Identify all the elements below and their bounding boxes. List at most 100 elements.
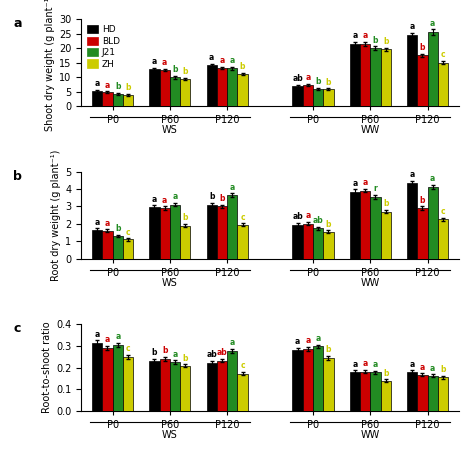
Text: b: b bbox=[152, 348, 157, 357]
Bar bbox=[102, 348, 113, 411]
Bar bbox=[113, 345, 123, 411]
Bar bbox=[438, 219, 448, 259]
Text: b: b bbox=[209, 192, 214, 201]
Text: a: a bbox=[410, 170, 415, 179]
Y-axis label: Shoot dry weight (g plant⁻¹): Shoot dry weight (g plant⁻¹) bbox=[45, 0, 55, 131]
Bar bbox=[370, 48, 381, 106]
Bar bbox=[350, 191, 360, 259]
Bar bbox=[370, 197, 381, 259]
Bar bbox=[102, 92, 113, 106]
Text: ab: ab bbox=[313, 216, 324, 225]
Text: r: r bbox=[374, 184, 377, 193]
Text: b: b bbox=[162, 346, 167, 356]
Bar bbox=[237, 225, 248, 259]
Text: b: b bbox=[383, 199, 389, 208]
Text: a: a bbox=[305, 73, 310, 82]
Bar bbox=[313, 346, 323, 411]
Bar bbox=[428, 187, 438, 259]
Text: ab: ab bbox=[292, 74, 303, 83]
Bar bbox=[303, 85, 313, 106]
Text: WS: WS bbox=[162, 125, 178, 135]
Text: a: a bbox=[162, 58, 167, 67]
Text: a: a bbox=[152, 195, 157, 204]
Bar bbox=[149, 361, 160, 411]
Bar bbox=[407, 372, 417, 411]
Bar bbox=[237, 374, 248, 411]
Text: b: b bbox=[219, 194, 225, 203]
Text: a: a bbox=[410, 360, 415, 369]
Text: a: a bbox=[363, 31, 368, 40]
Text: b: b bbox=[419, 43, 425, 52]
Bar bbox=[417, 374, 428, 411]
Text: a: a bbox=[94, 329, 100, 338]
Text: c: c bbox=[13, 322, 20, 335]
Bar bbox=[303, 349, 313, 411]
Bar bbox=[160, 359, 170, 411]
Text: a: a bbox=[363, 178, 368, 187]
Text: a: a bbox=[105, 335, 110, 344]
Text: a: a bbox=[94, 80, 100, 89]
Text: WW: WW bbox=[361, 125, 380, 135]
Text: a: a bbox=[105, 81, 110, 90]
Text: a: a bbox=[219, 56, 225, 65]
Text: a: a bbox=[352, 360, 357, 369]
Text: a: a bbox=[173, 192, 178, 201]
Text: b: b bbox=[315, 77, 321, 86]
Text: WW: WW bbox=[361, 278, 380, 288]
Text: c: c bbox=[240, 212, 245, 221]
Bar bbox=[438, 377, 448, 411]
Bar bbox=[180, 366, 191, 411]
Text: a: a bbox=[316, 334, 321, 343]
Bar bbox=[92, 230, 102, 259]
Text: a: a bbox=[229, 182, 235, 191]
Bar bbox=[160, 70, 170, 106]
Bar bbox=[160, 208, 170, 259]
Bar bbox=[92, 91, 102, 106]
Bar bbox=[417, 55, 428, 106]
Text: a: a bbox=[430, 18, 435, 27]
Bar bbox=[170, 362, 180, 411]
Bar bbox=[102, 231, 113, 259]
Text: b: b bbox=[125, 83, 131, 92]
Text: c: c bbox=[441, 50, 445, 59]
Bar bbox=[123, 357, 133, 411]
Text: ab: ab bbox=[206, 350, 217, 359]
Bar bbox=[370, 373, 381, 411]
Bar bbox=[123, 239, 133, 259]
Text: WW: WW bbox=[361, 430, 380, 440]
Bar bbox=[149, 69, 160, 106]
Text: ab: ab bbox=[217, 348, 228, 357]
Bar bbox=[313, 89, 323, 106]
Text: WS: WS bbox=[162, 430, 178, 440]
Text: a: a bbox=[94, 218, 100, 227]
Bar bbox=[360, 372, 370, 411]
Bar bbox=[303, 224, 313, 259]
Bar bbox=[407, 183, 417, 259]
Bar bbox=[207, 205, 217, 259]
Bar bbox=[170, 205, 180, 259]
Text: c: c bbox=[126, 228, 130, 237]
Text: c: c bbox=[126, 345, 130, 354]
Text: b: b bbox=[373, 36, 378, 45]
Text: a: a bbox=[152, 57, 157, 66]
Text: a: a bbox=[352, 31, 357, 40]
Text: b: b bbox=[13, 170, 22, 183]
Bar bbox=[180, 79, 191, 106]
Text: a: a bbox=[352, 179, 357, 188]
Bar bbox=[292, 86, 303, 106]
Text: a: a bbox=[229, 56, 235, 65]
Bar bbox=[428, 32, 438, 106]
Text: a: a bbox=[162, 196, 167, 205]
Text: b: b bbox=[419, 196, 425, 205]
Bar bbox=[92, 343, 102, 411]
Bar bbox=[217, 68, 227, 106]
Text: a: a bbox=[209, 53, 214, 62]
Bar bbox=[207, 363, 217, 411]
Bar bbox=[323, 358, 334, 411]
Bar bbox=[350, 372, 360, 411]
Bar bbox=[360, 44, 370, 106]
Text: a: a bbox=[363, 359, 368, 368]
Bar bbox=[227, 68, 237, 106]
Bar bbox=[381, 211, 391, 259]
Bar bbox=[381, 49, 391, 106]
